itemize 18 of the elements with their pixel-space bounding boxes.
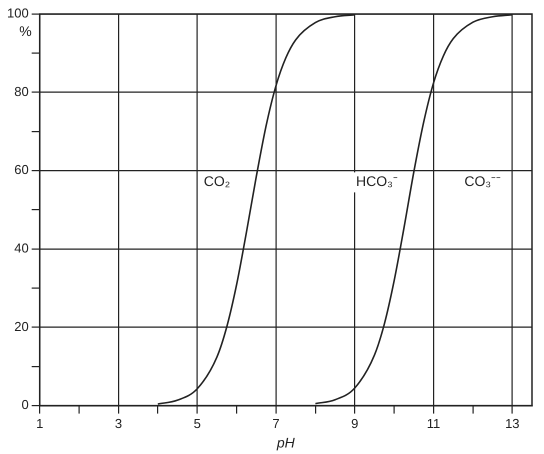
annotation: HCO₃⁻	[356, 173, 398, 190]
annotation: CO₃⁻⁻	[464, 173, 502, 190]
x-tick-label: 13	[505, 416, 520, 431]
x-axis-title: pH	[276, 434, 296, 450]
y-tick-label: 20	[14, 318, 29, 334]
y-tick-label: 80	[14, 84, 29, 99]
y-tick-label: 40	[14, 240, 29, 256]
y-tick-label: 100	[6, 6, 29, 21]
x-tick-label: 5	[194, 416, 201, 431]
x-tick-label: 11	[426, 416, 440, 431]
x-tick-label: 7	[272, 416, 280, 431]
x-tick-label: 1	[36, 416, 44, 431]
x-tick-label: 3	[114, 416, 122, 431]
x-tick-label: 9	[351, 416, 358, 431]
annotation: CO₂	[204, 173, 230, 190]
y-tick-label: 0	[21, 397, 29, 412]
y-tick-label: 60	[14, 162, 29, 178]
y-axis-title: %	[19, 22, 32, 39]
